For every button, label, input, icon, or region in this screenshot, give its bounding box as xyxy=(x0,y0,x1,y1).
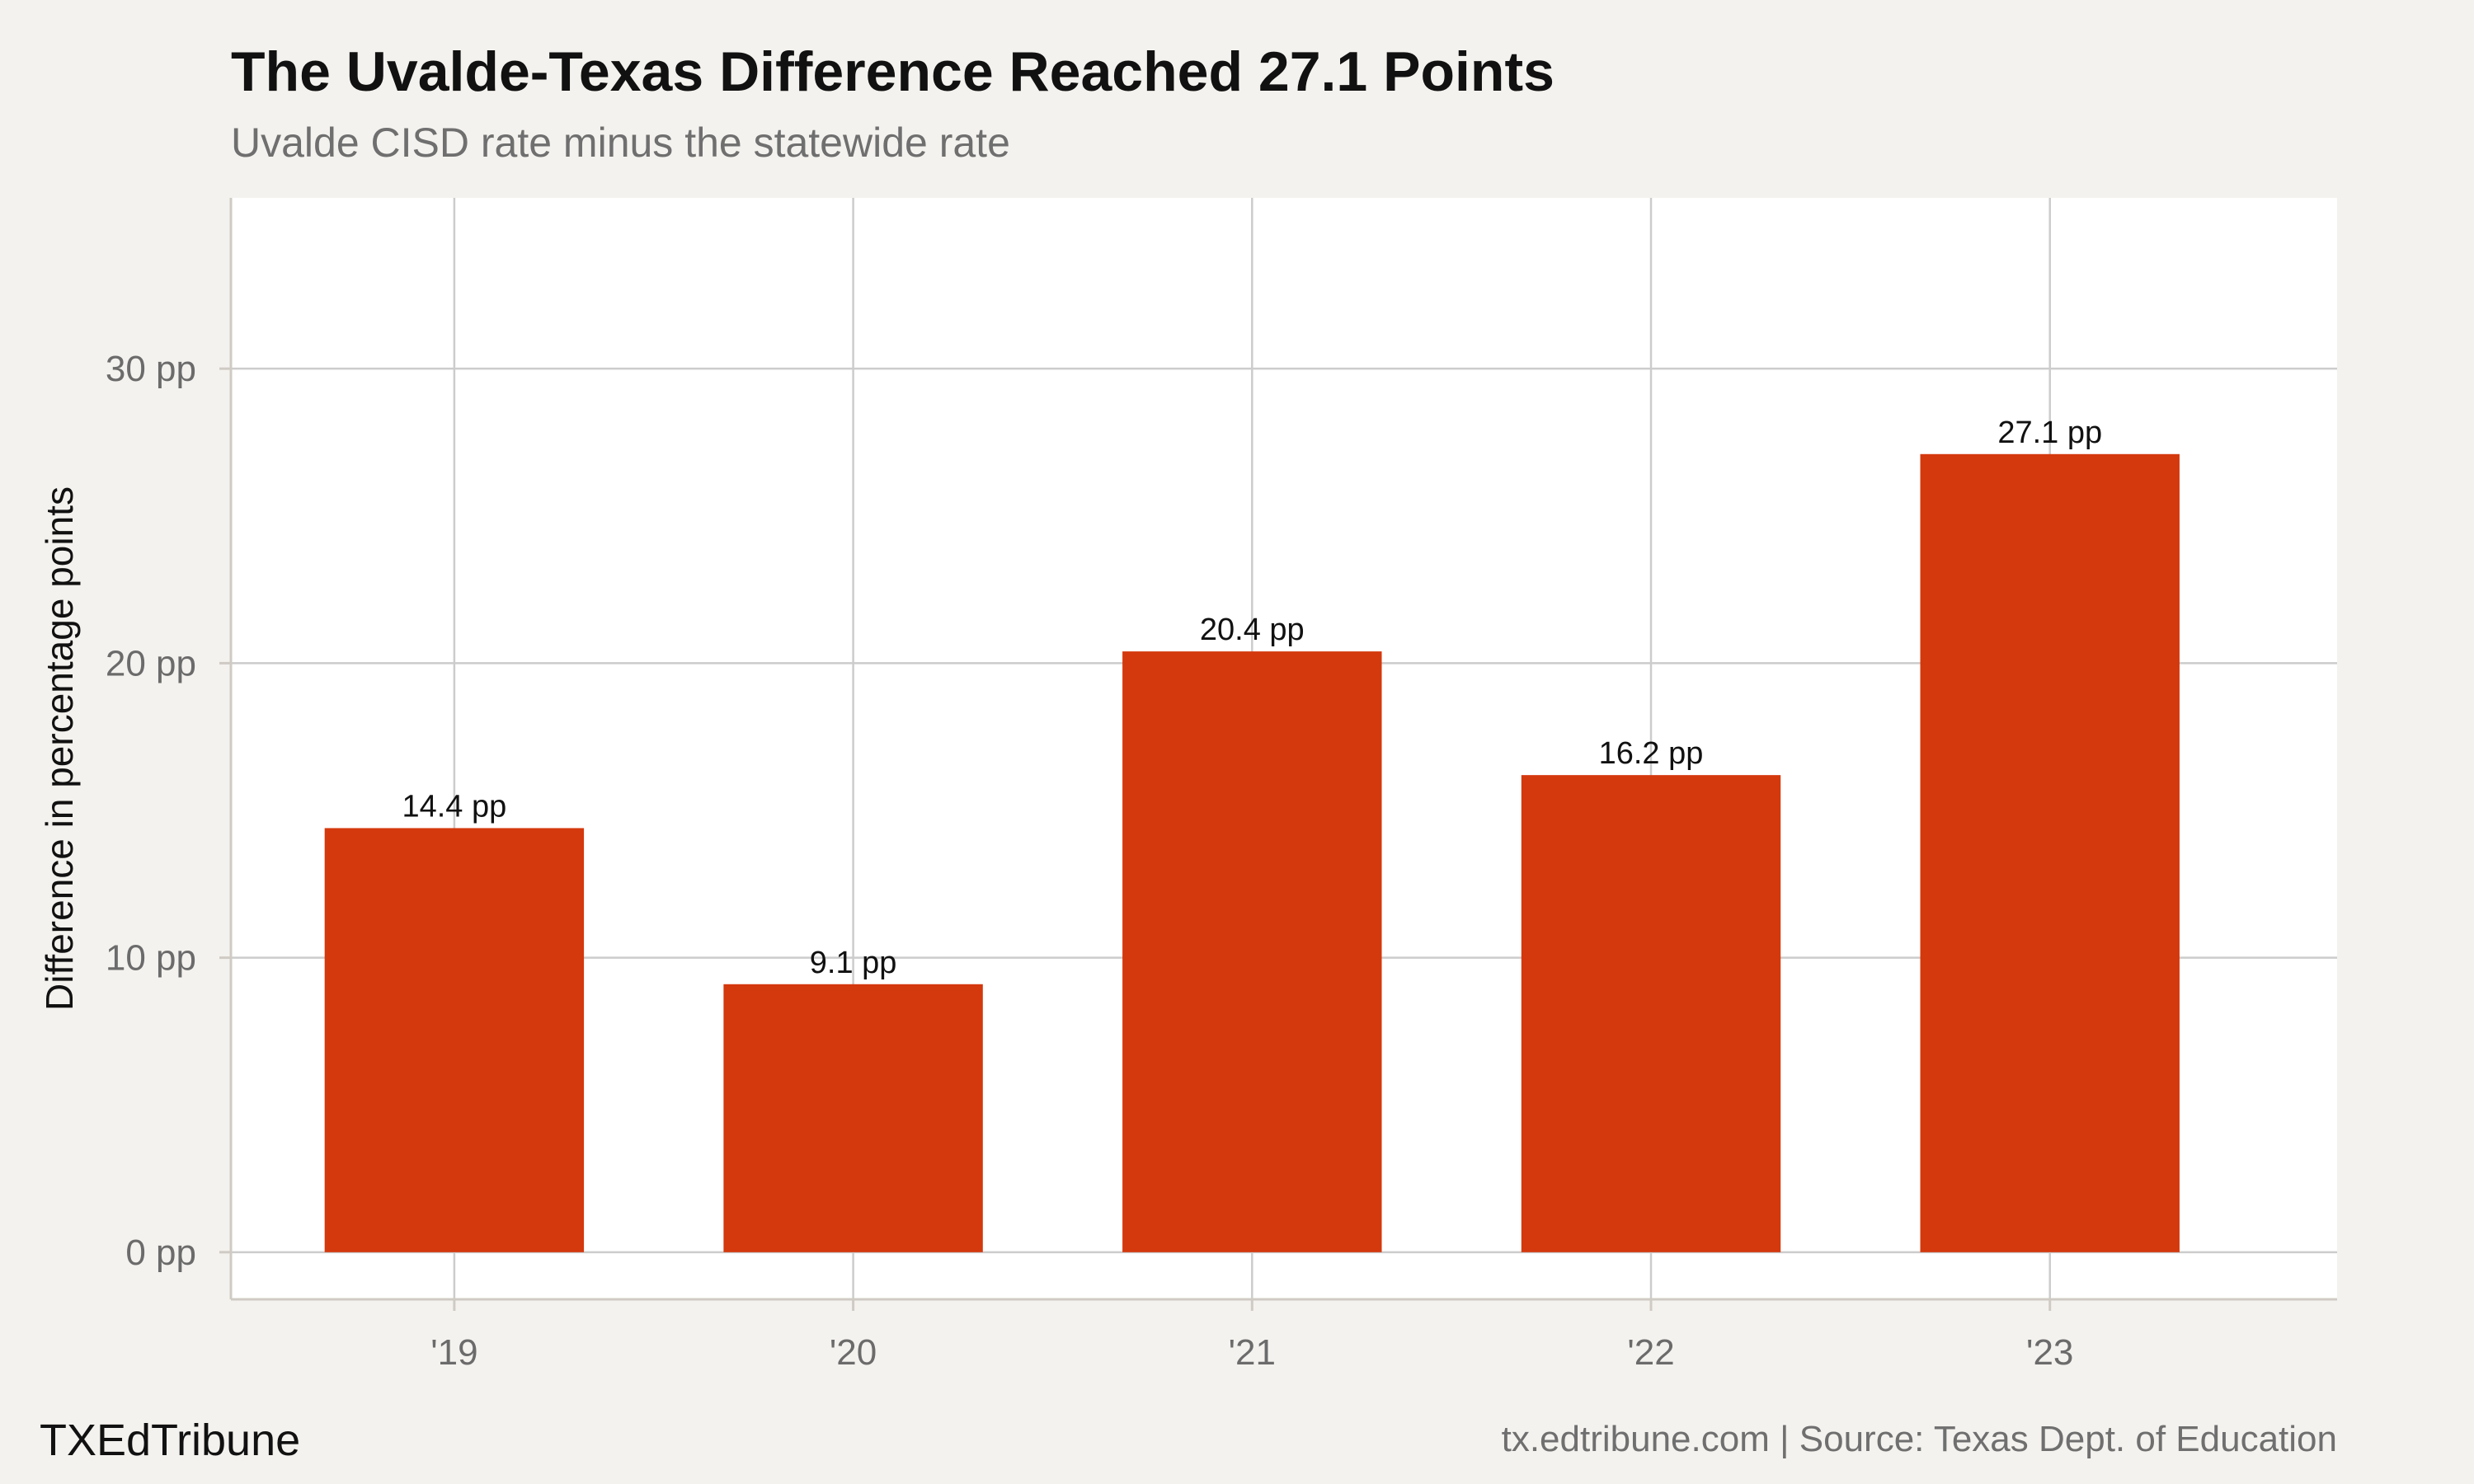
y-tick-label: 30 pp xyxy=(106,349,196,389)
x-tick-label: '22 xyxy=(1627,1332,1674,1373)
bar xyxy=(324,828,585,1252)
bars xyxy=(324,453,2180,1252)
y-axis-label: Difference in percentage points xyxy=(38,486,81,1011)
data-label: 27.1 pp xyxy=(1997,416,2102,450)
y-axis-ticks: 0 pp 10 pp 20 pp 30 pp xyxy=(106,349,231,1273)
x-axis-ticks: '19 '20 '21 '22 '23 xyxy=(430,1299,2073,1373)
y-tick-label: 0 pp xyxy=(125,1233,196,1273)
chart-subtitle: Uvalde CISD rate minus the statewide rat… xyxy=(231,120,1010,166)
bar xyxy=(1122,651,1382,1252)
y-tick-label: 10 pp xyxy=(106,938,196,979)
bar xyxy=(1521,775,1781,1252)
bar xyxy=(723,984,983,1252)
data-label: 14.4 pp xyxy=(402,789,506,824)
x-tick-label: '19 xyxy=(430,1332,477,1373)
x-tick-label: '21 xyxy=(1229,1332,1276,1373)
x-tick-label: '23 xyxy=(2026,1332,2073,1373)
data-label: 20.4 pp xyxy=(1200,613,1305,647)
bar xyxy=(1920,453,2180,1252)
data-labels: 14.4 pp 9.1 pp 20.4 pp 16.2 pp 27.1 pp xyxy=(402,416,2102,980)
source-credit: tx.edtribune.com | Source: Texas Dept. o… xyxy=(1502,1419,2337,1459)
data-label: 9.1 pp xyxy=(810,946,897,980)
y-tick-label: 20 pp xyxy=(106,643,196,683)
data-label: 16.2 pp xyxy=(1599,736,1704,771)
brand-logo-text: TXEdTribune xyxy=(40,1416,300,1465)
chart-title: The Uvalde-Texas Difference Reached 27.1… xyxy=(231,40,1554,103)
x-tick-label: '20 xyxy=(830,1332,877,1373)
